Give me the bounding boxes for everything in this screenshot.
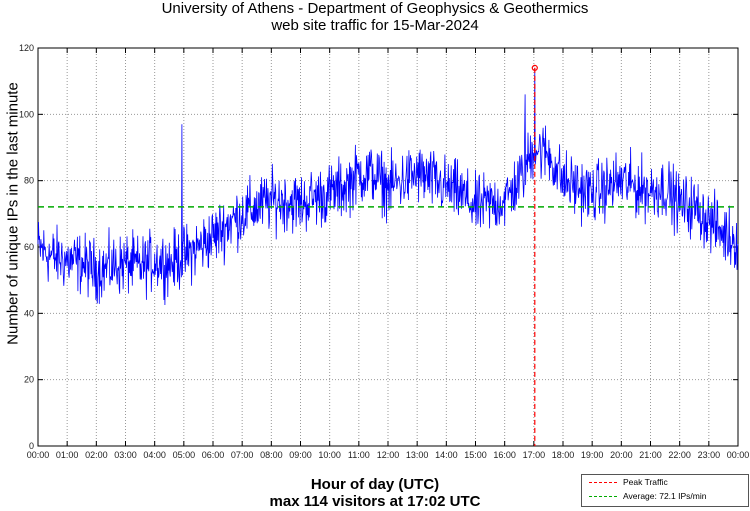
x-tick-label: 06:00 <box>202 450 225 460</box>
y-tick-label: 120 <box>19 43 34 53</box>
x-tick-label: 18:00 <box>552 450 575 460</box>
x-tick-label: 02:00 <box>85 450 108 460</box>
legend-average-swatch <box>589 495 617 497</box>
legend-average: Average: 72.1 IPs/min <box>582 489 748 503</box>
x-axis-label: Hour of day (UTC) <box>310 476 440 493</box>
y-tick-label: 40 <box>24 308 34 318</box>
legend-peak-swatch <box>589 481 617 483</box>
legend-peak: Peak Traffic <box>582 475 748 489</box>
x-tick-label: 21:00 <box>639 450 662 460</box>
x-tick-label: 08:00 <box>260 450 283 460</box>
y-tick-label: 100 <box>19 109 34 119</box>
x-tick-label: 03:00 <box>114 450 137 460</box>
plot-frame <box>37 47 739 447</box>
chart-title: University of Athens - Department of Geo… <box>161 0 589 17</box>
x-tick-label: 19:00 <box>581 450 604 460</box>
x-tick-label: 16:00 <box>493 450 516 460</box>
legend-peak-label: Peak Traffic <box>623 477 668 487</box>
peak-marker <box>531 64 538 72</box>
max-visitors-label: max 114 visitors at 17:02 UTC <box>269 493 481 510</box>
y-tick-label: 60 <box>24 242 34 252</box>
x-tick-label: 12:00 <box>377 450 400 460</box>
legend: Peak Traffic Average: 72.1 IPs/min <box>581 474 749 507</box>
x-tick-label: 05:00 <box>173 450 196 460</box>
x-tick-label: 11:00 <box>348 450 370 460</box>
x-tick-label: 09:00 <box>289 450 312 460</box>
x-tick-label: 17:00 <box>523 450 546 460</box>
y-tick-label: 0 <box>29 441 34 451</box>
x-tick-label: 00:00 <box>27 450 50 460</box>
x-tick-label: 07:00 <box>231 450 254 460</box>
x-tick-label: 14:00 <box>435 450 458 460</box>
x-tick-label: 23:00 <box>698 450 721 460</box>
legend-average-label: Average: 72.1 IPs/min <box>623 491 707 501</box>
traffic-line <box>37 67 739 306</box>
x-tick-label: 22:00 <box>668 450 691 460</box>
y-tick-label: 80 <box>24 176 34 186</box>
x-tick-label: 04:00 <box>143 450 166 460</box>
x-tick-label: 13:00 <box>406 450 429 460</box>
x-tick-label: 01:00 <box>56 450 79 460</box>
chart-subtitle: web site traffic for 15-Mar-2024 <box>271 17 479 34</box>
x-tick-label: 10:00 <box>318 450 341 460</box>
y-tick-label: 20 <box>24 375 34 385</box>
x-tick-label: 00:00 <box>727 450 750 460</box>
x-tick-label: 20:00 <box>610 450 633 460</box>
x-tick-label: 15:00 <box>464 450 487 460</box>
